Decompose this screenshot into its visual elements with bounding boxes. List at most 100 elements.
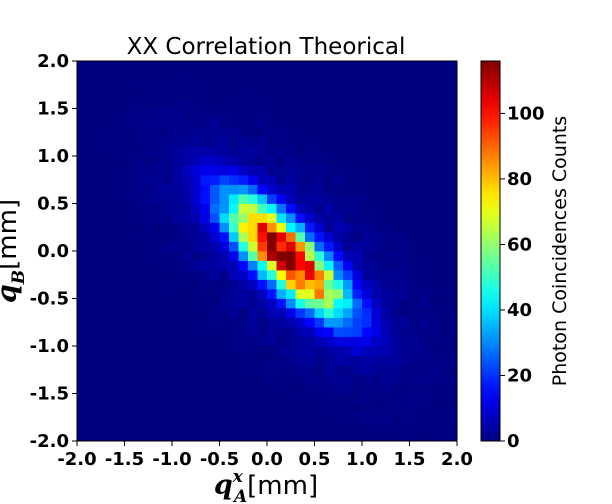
heatmap-cell [134, 175, 144, 185]
heatmap-cell [143, 365, 154, 375]
heatmap-cell [314, 108, 325, 119]
heatmap-cell [162, 108, 173, 119]
heatmap-cell [409, 279, 420, 290]
heatmap-cell [248, 251, 258, 261]
heatmap-cell [438, 384, 448, 394]
heatmap-cell [276, 213, 287, 223]
heatmap-cell [324, 327, 334, 337]
heatmap-cell [77, 403, 87, 413]
heatmap-cell [400, 403, 410, 413]
heatmap-cell [305, 194, 315, 204]
heatmap-cell [210, 270, 220, 280]
heatmap-cell [210, 232, 220, 242]
heatmap-cell [77, 213, 87, 223]
heatmap-cell [362, 137, 372, 147]
heatmap-cell [371, 308, 382, 318]
heatmap-cell [153, 308, 163, 318]
heatmap-cell [257, 251, 268, 261]
heatmap-cell [200, 393, 211, 404]
heatmap-cell [181, 260, 192, 271]
heatmap-cell [86, 118, 97, 128]
heatmap-cell [409, 365, 420, 375]
heatmap-cell [371, 118, 382, 128]
heatmap-cell [229, 175, 239, 185]
heatmap-cell [105, 232, 116, 242]
heatmap-cell [86, 260, 97, 271]
heatmap-cell [86, 355, 97, 366]
heatmap-cell [248, 298, 258, 309]
heatmap-cell [105, 279, 116, 290]
heatmap-cell [362, 403, 372, 413]
heatmap-cell [438, 298, 448, 309]
heatmap-cell [229, 118, 239, 128]
heatmap-cell [267, 365, 277, 375]
heatmap-cell [400, 355, 410, 366]
heatmap-cell [276, 298, 287, 309]
heatmap-cell [352, 137, 363, 147]
heatmap-cell [134, 431, 144, 442]
heatmap-cell [324, 355, 334, 366]
heatmap-cell [257, 403, 268, 413]
heatmap-cell [172, 165, 182, 176]
heatmap-cell [134, 317, 144, 328]
heatmap-cell [181, 289, 192, 299]
heatmap-cell [390, 146, 401, 157]
heatmap-cell [162, 241, 173, 252]
y-axis-label-subscript: B [9, 270, 29, 285]
heatmap-cell [96, 99, 106, 109]
heatmap-cell [210, 403, 220, 413]
heatmap-cell [371, 422, 382, 432]
heatmap-cell [419, 336, 429, 347]
heatmap-cell [276, 308, 287, 318]
heatmap-cell [390, 184, 401, 195]
heatmap-cell [419, 365, 429, 375]
heatmap-cell [191, 137, 201, 147]
heatmap-cell [333, 422, 344, 432]
heatmap-cell [115, 346, 125, 356]
heatmap-cell [419, 127, 429, 138]
heatmap-cell [86, 175, 97, 185]
heatmap-cell [86, 203, 97, 214]
heatmap-cell [333, 118, 344, 128]
heatmap-cell [324, 298, 334, 309]
heatmap-cell [295, 194, 306, 204]
heatmap-cell [419, 70, 429, 81]
heatmap-cell [390, 232, 401, 242]
heatmap-cell [343, 118, 353, 128]
heatmap-cell [153, 355, 163, 366]
heatmap-cell [105, 260, 116, 271]
heatmap-cell [428, 156, 439, 166]
heatmap-cell [238, 203, 249, 214]
heatmap-cell [381, 61, 391, 71]
heatmap-cell [96, 194, 106, 204]
heatmap-cell [419, 203, 429, 214]
heatmap-cell [295, 412, 306, 423]
heatmap-cell [105, 270, 116, 280]
x-tick-label: -0.5 [200, 449, 239, 470]
heatmap-cell [77, 422, 87, 432]
heatmap-cell [447, 241, 458, 252]
heatmap-cell [86, 289, 97, 299]
heatmap-cell [172, 308, 182, 318]
heatmap-cell [314, 289, 325, 299]
heatmap-cell [295, 184, 306, 195]
heatmap-cell [381, 241, 391, 252]
heatmap-cell [267, 279, 277, 290]
heatmap-cell [390, 327, 401, 337]
heatmap-cell [77, 365, 87, 375]
heatmap-cell [428, 403, 439, 413]
heatmap-cell [134, 327, 144, 337]
heatmap-cell [86, 61, 97, 71]
heatmap-cell [295, 99, 306, 109]
heatmap-cell [428, 422, 439, 432]
heatmap-cell [229, 241, 239, 252]
colorbar [480, 60, 501, 442]
heatmap-cell [343, 194, 353, 204]
heatmap-cell [428, 80, 439, 90]
heatmap-cell [267, 384, 277, 394]
heatmap-cell [257, 232, 268, 242]
heatmap-cell [219, 412, 230, 423]
heatmap-cell [428, 251, 439, 261]
heatmap-cell [419, 222, 429, 233]
heatmap-cell [115, 260, 125, 271]
